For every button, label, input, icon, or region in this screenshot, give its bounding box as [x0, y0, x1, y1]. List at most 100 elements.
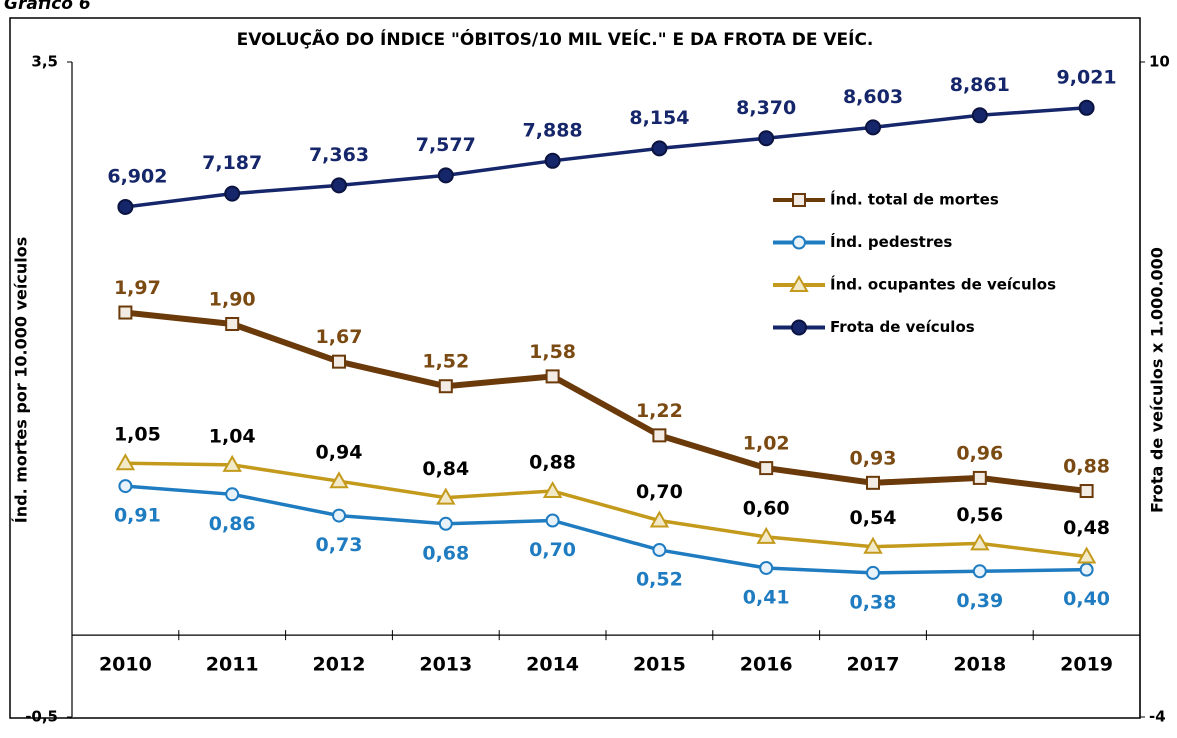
data-label: 8,603	[843, 86, 903, 108]
data-label: 0,52	[636, 568, 683, 590]
data-label: 1,02	[743, 433, 790, 455]
data-label: 0,68	[422, 542, 469, 564]
marker	[115, 453, 136, 471]
marker	[972, 470, 987, 485]
data-label: 0,70	[529, 539, 576, 561]
legend-label: Frota de veículos	[830, 318, 975, 336]
x-tick-label: 2014	[526, 654, 579, 676]
data-label: 1,52	[422, 351, 469, 373]
series-line	[125, 309, 1087, 495]
marker	[756, 526, 776, 544]
data-label: 0,39	[956, 590, 1003, 612]
marker	[971, 107, 988, 124]
marker	[437, 167, 454, 184]
y-axis-label: Índ. mortes por 10.000 veículos	[12, 237, 31, 523]
x-tick-label: 2018	[953, 654, 1006, 676]
marker	[1079, 562, 1094, 577]
data-label: 1,04	[209, 425, 256, 447]
marker	[789, 274, 809, 292]
data-label: 7,187	[202, 152, 262, 174]
series-line	[125, 106, 1087, 209]
marker	[792, 193, 806, 207]
legend-label: Índ. total de mortes	[830, 190, 999, 209]
marker	[972, 564, 987, 579]
data-label: 0,40	[1063, 588, 1110, 610]
y-tick-label: -0,5	[25, 708, 58, 726]
marker	[332, 508, 346, 523]
marker	[759, 461, 774, 476]
data-label: 8,370	[736, 97, 796, 119]
data-label: 0,86	[209, 513, 256, 535]
marker	[225, 487, 240, 502]
data-label: 0,96	[956, 442, 1003, 464]
data-label: 8,154	[629, 107, 689, 129]
data-label: 0,91	[114, 505, 161, 527]
x-tick-label: 2017	[847, 654, 900, 676]
data-label: 0,73	[316, 534, 363, 556]
marker	[332, 354, 346, 369]
marker	[331, 177, 347, 194]
marker	[438, 516, 453, 531]
marker	[545, 513, 560, 528]
marker	[224, 185, 241, 202]
x-tick-label: 2016	[740, 654, 793, 676]
data-label: 8,861	[950, 74, 1010, 96]
caption: Gráfico 6	[4, 0, 91, 14]
marker	[866, 475, 880, 490]
marker	[866, 565, 880, 580]
x-tick-label: 2019	[1060, 654, 1113, 676]
marker	[1076, 546, 1097, 564]
marker	[225, 317, 240, 331]
data-label: 1,22	[636, 400, 683, 422]
data-label: 0,48	[1063, 517, 1110, 539]
marker	[436, 487, 456, 505]
data-label: 0,94	[316, 442, 363, 464]
data-label: 1,05	[114, 424, 161, 446]
data-label: 6,902	[107, 165, 167, 187]
marker	[792, 235, 806, 250]
data-label: 0,88	[529, 452, 576, 474]
marker	[117, 198, 134, 215]
data-label: 1,58	[529, 341, 576, 363]
legend-label: Índ. pedestres	[830, 232, 952, 251]
x-tick-label: 2010	[99, 654, 152, 676]
y-tick-label: 3,5	[31, 53, 58, 71]
legend-label: Índ. ocupantes de veículos	[830, 275, 1056, 294]
marker	[863, 536, 883, 554]
data-label: 7,363	[309, 144, 369, 166]
marker	[118, 305, 133, 320]
data-label: 1,90	[209, 289, 256, 311]
marker	[545, 369, 560, 384]
data-label: 0,70	[636, 481, 683, 503]
data-label: 0,84	[422, 458, 469, 480]
marker	[758, 130, 775, 147]
data-label: 7,577	[416, 134, 476, 156]
data-label: 9,021	[1057, 66, 1117, 88]
data-label: 0,38	[850, 591, 897, 613]
marker	[791, 319, 807, 336]
marker	[438, 379, 453, 394]
data-label: 7,888	[523, 119, 583, 141]
marker	[652, 428, 667, 443]
marker	[118, 479, 133, 494]
data-label: 0,54	[850, 507, 897, 529]
y2-tick-label: -4	[1149, 708, 1166, 726]
data-label: 0,41	[743, 586, 790, 608]
marker	[759, 560, 774, 575]
x-tick-label: 2011	[206, 654, 259, 676]
marker	[1079, 484, 1094, 499]
y2-tick-label: 10	[1149, 53, 1170, 71]
marker	[542, 481, 563, 499]
series-line	[125, 484, 1087, 575]
marker	[970, 533, 990, 551]
data-label: 0,56	[956, 504, 1003, 526]
x-tick-label: 2012	[313, 654, 366, 676]
marker	[1078, 99, 1095, 116]
data-label: 1,67	[316, 326, 363, 348]
x-tick-label: 2015	[633, 654, 686, 676]
chart-title: EVOLUÇÃO DO ÍNDICE "ÓBITOS/10 MIL VEÍC."…	[237, 27, 874, 50]
marker	[865, 119, 881, 136]
series-line	[125, 461, 1087, 559]
marker	[329, 471, 349, 489]
